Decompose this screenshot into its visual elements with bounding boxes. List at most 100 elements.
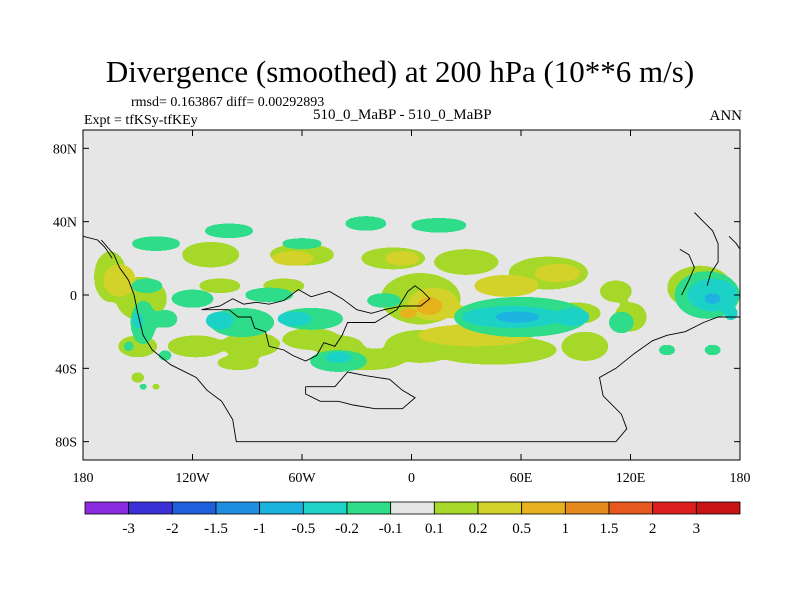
x-tick-label: 60E [510, 471, 533, 486]
field-blob [203, 223, 255, 239]
season-label: ANN [709, 108, 743, 124]
y-tick-label: 0 [70, 289, 77, 304]
chart-title: Divergence (smoothed) at 200 hPa (10**6 … [105, 54, 695, 89]
x-tick-label: 120W [175, 471, 210, 486]
colorbar-swatch [171, 501, 217, 515]
field-blob [216, 355, 261, 371]
field-blob [608, 311, 635, 334]
colorbar-swatch [433, 501, 479, 515]
field-blob [130, 236, 182, 252]
field-blob [416, 296, 443, 316]
field-blob [723, 306, 739, 321]
colorbar-swatch [564, 501, 610, 515]
colorbar-label: 2 [649, 521, 657, 537]
colorbar-label: 0.1 [425, 521, 444, 537]
y-tick-label: 80S [55, 436, 77, 451]
field-blob [561, 331, 609, 362]
field-blob [657, 344, 677, 356]
field-blob [205, 311, 235, 330]
colorbar-label: -2 [166, 521, 179, 537]
field-blob [166, 335, 226, 358]
field-blob [493, 311, 542, 323]
field-blob [170, 289, 215, 308]
colorbar-swatch [652, 501, 697, 515]
coastline-path [100, 239, 740, 443]
field-blob [137, 383, 149, 391]
field-blob [703, 344, 722, 356]
field-level [398, 296, 443, 319]
field-blob [157, 350, 173, 361]
colorbar-label: -3 [122, 521, 135, 537]
colorbar-swatch [521, 501, 566, 515]
field-blob [270, 251, 315, 266]
coastline-path [305, 371, 416, 410]
colorbar-swatch [695, 501, 741, 515]
colorbar-swatch [215, 501, 261, 515]
x-tick-label: 0 [408, 471, 415, 486]
coastline-path [679, 248, 695, 296]
field-blob [150, 383, 162, 391]
field-blob [197, 278, 242, 294]
coastline-path [201, 285, 431, 362]
colorbar-swatch [608, 501, 654, 515]
field-blob [130, 300, 157, 345]
coastline-path [728, 235, 740, 250]
field-blob [384, 251, 421, 266]
field-blob [599, 280, 633, 303]
colorbar: -3 -2 -1.5 -1 -0.5 -0.2 -0.1 0.1 0.2 0.5 1 1.5 2 3 [84, 501, 741, 537]
axes: 180 120W 60W 0 60E 120E 180 80N 40N 0 40S 80S [53, 130, 751, 486]
field-blob [152, 309, 178, 329]
field-blob [703, 293, 722, 305]
field-blob [221, 331, 281, 358]
field-blob [433, 249, 500, 275]
field-blob [323, 351, 354, 363]
field-blob [130, 372, 146, 383]
colorbar-label: -0.5 [291, 521, 315, 537]
colorbar-swatch [302, 501, 348, 515]
field-blob [365, 293, 403, 308]
field-blob [398, 307, 417, 319]
colorbar-label: -1.5 [204, 521, 228, 537]
colorbar-swatch [259, 501, 304, 515]
x-tick-label: 180 [730, 471, 751, 486]
stats-label: rmsd= 0.163867 diff= 0.00292893 [131, 95, 325, 110]
colorbar-label: 1.5 [600, 521, 619, 537]
colorbar-label: -0.2 [335, 521, 359, 537]
colorbar-swatch [346, 501, 392, 515]
field-blob [181, 241, 240, 268]
colorbar-swatch [128, 501, 173, 515]
field-blob [103, 263, 136, 297]
coastline-path [83, 235, 113, 259]
field-blob [280, 238, 324, 250]
colorbar-label: -0.1 [379, 521, 403, 537]
colorbar-label: 3 [693, 521, 701, 537]
case-label: 510_0_MaBP - 510_0_MaBP [313, 107, 492, 123]
colorbar-label: 0.2 [469, 521, 488, 537]
y-tick-label: 40N [53, 216, 77, 231]
colorbar-swatch [477, 501, 523, 515]
contour-fields [93, 216, 740, 391]
x-tick-label: 180 [73, 471, 94, 486]
experiment-label: Expt = tfKSy-tfKEy [84, 113, 198, 128]
field-level [493, 293, 722, 323]
field-blob [243, 287, 295, 303]
field-blob [276, 311, 313, 327]
colorbar-label: 1 [562, 521, 570, 537]
colorbar-label: 0.5 [512, 521, 531, 537]
field-blob [343, 216, 388, 231]
coastlines [83, 212, 740, 443]
field-blob [533, 263, 582, 283]
x-tick-label: 60W [288, 471, 316, 486]
field-blob [473, 274, 540, 297]
field-blob [553, 307, 591, 327]
colorbar-swatch [84, 501, 130, 515]
coastline-path [694, 212, 719, 286]
colorbar-label: -1 [253, 521, 266, 537]
y-tick-label: 40S [55, 362, 77, 377]
y-tick-label: 80N [53, 142, 77, 157]
field-blob [130, 278, 164, 294]
field-blob [123, 340, 135, 352]
field-blob [409, 218, 469, 233]
x-tick-label: 120E [616, 471, 646, 486]
